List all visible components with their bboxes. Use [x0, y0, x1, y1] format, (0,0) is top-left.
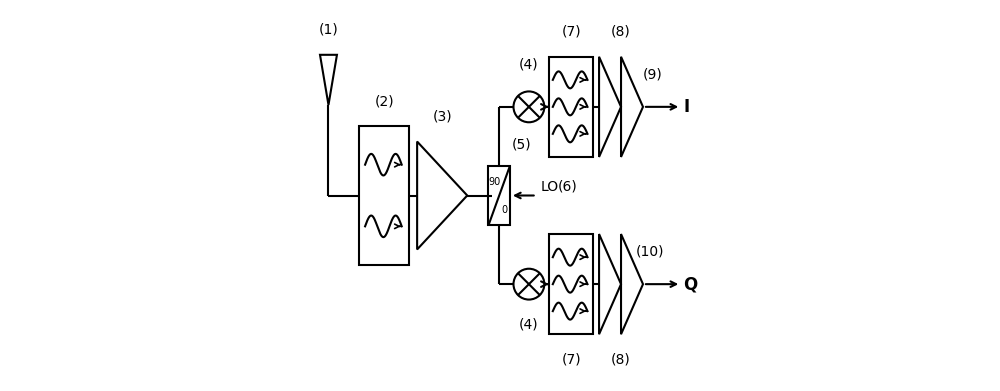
- Bar: [549, 234, 593, 334]
- Text: (9): (9): [643, 67, 663, 81]
- Bar: [359, 126, 409, 265]
- Bar: [549, 57, 593, 157]
- Text: (1): (1): [319, 23, 338, 37]
- Text: (4): (4): [519, 57, 539, 72]
- Bar: [488, 166, 510, 225]
- Text: (4): (4): [519, 317, 539, 332]
- Text: (7): (7): [561, 25, 581, 39]
- Text: (7): (7): [561, 352, 581, 366]
- Text: (5): (5): [512, 137, 532, 151]
- Text: LO: LO: [540, 179, 559, 194]
- Text: (3): (3): [432, 109, 452, 124]
- Text: (8): (8): [611, 25, 631, 39]
- Text: (8): (8): [611, 352, 631, 366]
- Text: 90: 90: [488, 178, 501, 187]
- Text: (2): (2): [375, 94, 394, 108]
- Text: I: I: [683, 98, 689, 116]
- Text: 0: 0: [501, 205, 507, 215]
- Text: (10): (10): [636, 244, 664, 258]
- Text: Q: Q: [683, 275, 697, 293]
- Text: (6): (6): [558, 179, 578, 194]
